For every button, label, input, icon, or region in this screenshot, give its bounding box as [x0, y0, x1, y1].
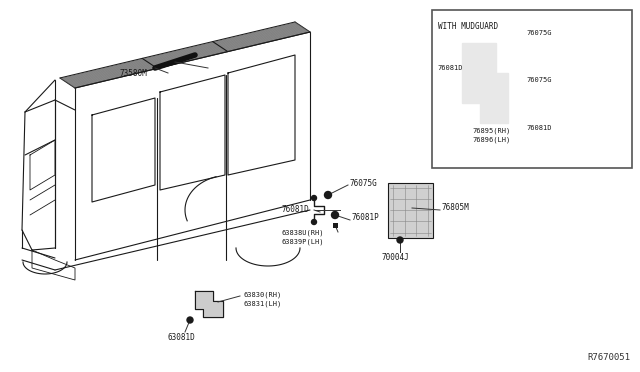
Circle shape: [312, 196, 317, 201]
Text: 63839P(LH): 63839P(LH): [282, 239, 324, 245]
Text: WITH MUDGUARD: WITH MUDGUARD: [438, 22, 498, 31]
Circle shape: [456, 65, 461, 71]
Polygon shape: [462, 43, 508, 123]
Text: 76896(LH): 76896(LH): [472, 137, 510, 143]
Bar: [388, 183, 433, 237]
Text: R7670051: R7670051: [587, 353, 630, 362]
Bar: [432, 10, 632, 168]
Text: 76081D: 76081D: [282, 205, 310, 215]
Circle shape: [515, 122, 522, 128]
Circle shape: [397, 237, 403, 243]
Circle shape: [515, 32, 522, 38]
Text: 63838U(RH): 63838U(RH): [282, 230, 324, 236]
Text: 76081D: 76081D: [437, 65, 463, 71]
Text: 76075G: 76075G: [350, 179, 378, 187]
Text: 70004J: 70004J: [382, 253, 410, 263]
Circle shape: [324, 192, 332, 199]
Text: 76075G: 76075G: [526, 77, 552, 83]
Circle shape: [312, 219, 317, 224]
Circle shape: [332, 212, 339, 218]
Text: 73580M: 73580M: [120, 68, 148, 77]
Text: 76805M: 76805M: [442, 203, 470, 212]
Text: 63830(RH): 63830(RH): [243, 292, 281, 298]
Text: 76081P: 76081P: [352, 214, 380, 222]
Text: 63831(LH): 63831(LH): [243, 301, 281, 307]
Text: 76895(RH): 76895(RH): [472, 128, 510, 134]
Bar: [333, 222, 337, 228]
Circle shape: [187, 317, 193, 323]
Text: 63081D: 63081D: [168, 334, 196, 343]
Polygon shape: [195, 291, 223, 317]
Circle shape: [515, 74, 522, 81]
Text: 76081D: 76081D: [526, 125, 552, 131]
Text: 76075G: 76075G: [526, 30, 552, 36]
